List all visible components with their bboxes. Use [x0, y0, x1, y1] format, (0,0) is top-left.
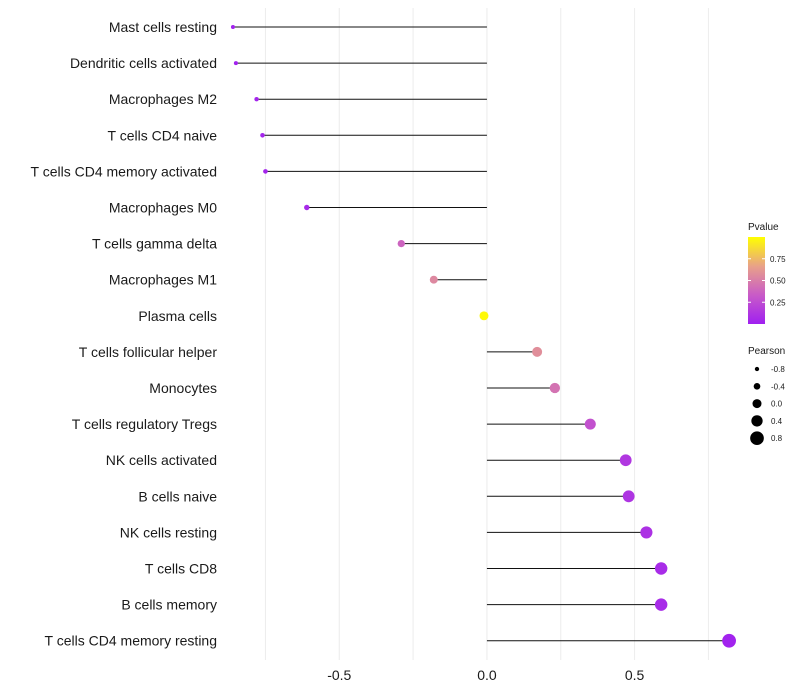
lollipop-dot: [263, 169, 268, 174]
category-label: T cells follicular helper: [79, 344, 218, 360]
category-label: T cells CD8: [145, 561, 217, 577]
colorbar-tick-label: 0.50: [770, 277, 786, 286]
category-label: T cells CD4 memory activated: [31, 163, 217, 179]
lollipop-dot: [622, 490, 635, 503]
pvalue-colorbar: [748, 237, 765, 324]
pearson-legend: Pearson -0.8 -0.4 0.0 0.4 0.8: [748, 346, 785, 446]
lollipop-dot: [532, 346, 543, 357]
category-label: Dendritic cells activated: [70, 55, 217, 71]
category-label: T cells gamma delta: [92, 236, 217, 252]
lollipop-dot: [260, 133, 265, 138]
pvalue-legend-title: Pvalue: [748, 222, 779, 233]
category-labels: Mast cells resting Dendritic cells activa…: [31, 19, 218, 649]
lollipop-dot: [549, 382, 561, 394]
size-legend-dot: [751, 415, 763, 427]
lollipop-dot: [479, 311, 489, 321]
size-legend-dot: [750, 431, 764, 446]
x-axis-ticks: -0.5 0.0 0.5: [327, 667, 644, 683]
category-label: NK cells activated: [106, 452, 217, 468]
lollipop-dot: [654, 562, 668, 575]
size-legend-label: 0.4: [771, 417, 783, 426]
category-label: Mast cells resting: [109, 19, 217, 35]
size-legend-dot: [752, 399, 762, 409]
category-label: T cells regulatory Tregs: [72, 416, 217, 432]
pearson-legend-title: Pearson: [748, 346, 785, 357]
lollipop-dot: [397, 239, 405, 248]
lollipop-dots: [230, 25, 736, 648]
lollipop-dot: [640, 526, 653, 539]
category-label: Monocytes: [149, 380, 217, 396]
lollipop-dot: [429, 275, 438, 284]
size-legend-label: -0.8: [771, 365, 785, 374]
grid-lines: [264, 8, 709, 660]
category-label: B cells naive: [138, 488, 217, 504]
lollipop-dot: [619, 454, 632, 467]
size-legend-dot: [753, 382, 761, 390]
size-legend-label: 0.0: [771, 400, 783, 409]
x-tick-label: 0.0: [477, 667, 497, 683]
category-label: T cells CD4 memory resting: [45, 633, 217, 649]
category-label: NK cells resting: [120, 524, 217, 540]
lollipop-dot: [584, 418, 596, 430]
category-label: Macrophages M0: [109, 200, 217, 216]
colorbar-tick-label: 0.75: [770, 255, 786, 264]
lollipop-dot: [254, 96, 259, 102]
x-tick-label: -0.5: [327, 667, 351, 683]
colorbar-tick-label: 0.25: [770, 298, 786, 307]
size-legend-label: 0.8: [771, 434, 783, 443]
x-tick-label: 0.5: [625, 667, 645, 683]
lollipop-dot: [304, 204, 310, 211]
lollipop-dot: [230, 25, 235, 29]
lollipop-dot: [233, 61, 238, 66]
pvalue-legend: Pvalue 0.25 0.50 0.75: [748, 222, 786, 324]
category-label: Plasma cells: [138, 308, 217, 324]
category-label: B cells memory: [121, 597, 217, 613]
size-legend-dot: [754, 366, 760, 372]
lollipop-dot: [654, 598, 668, 611]
category-label: Macrophages M1: [109, 272, 217, 288]
pearson-legend-items: -0.8 -0.4 0.0 0.4 0.8: [750, 365, 785, 446]
lollipop-dot: [722, 633, 736, 648]
pvalue-colorbar-ticks: 0.25 0.50 0.75: [748, 255, 786, 307]
category-label: T cells CD4 naive: [108, 127, 218, 143]
lollipop-stems: [232, 26, 730, 642]
size-legend-label: -0.4: [771, 382, 785, 391]
category-label: Macrophages M2: [109, 91, 217, 107]
